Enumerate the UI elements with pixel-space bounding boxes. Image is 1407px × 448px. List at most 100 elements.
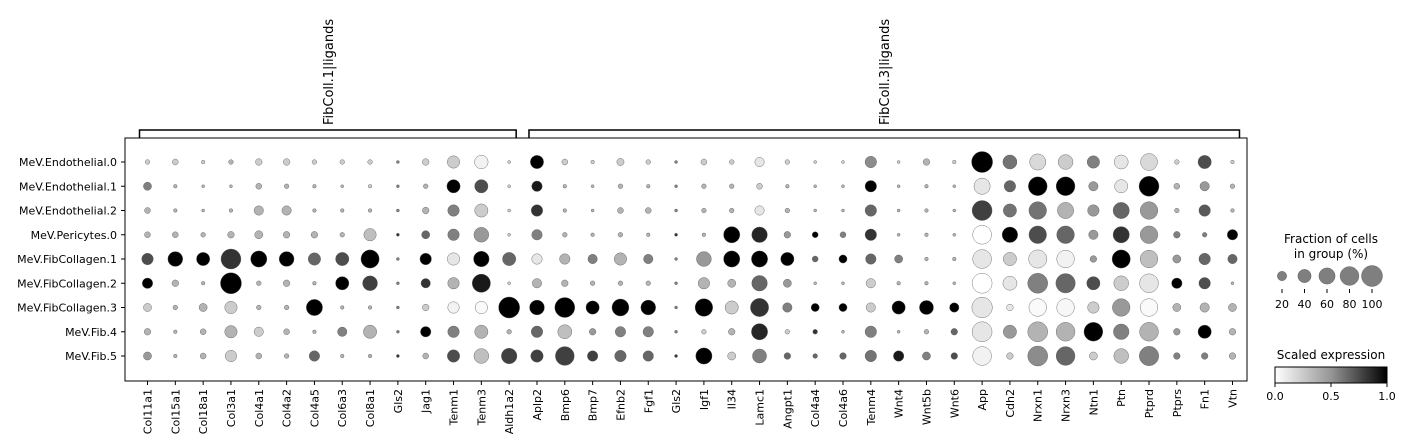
dot-MeV.Pericytes.0-Cdh2 [1001, 226, 1018, 243]
dot-MeV.Endothelial.0-Aldh1a2 [507, 160, 511, 164]
dot-MeV.Endothelial.1-Tenm3 [474, 179, 489, 194]
dot-MeV.FibCollagen.2-Vtn [1230, 281, 1235, 285]
dot-MeV.Fib.4-Il34 [728, 328, 736, 336]
dot-MeV.Endothelial.2-Angpt1 [784, 207, 790, 214]
dot-MeV.Endothelial.0-Col4a1 [255, 158, 263, 166]
dot-MeV.Fib.4-Col4a6 [841, 330, 845, 334]
dot-MeV.FibCollagen.1-Ptprs [1172, 254, 1182, 264]
dot-MeV.Endothelial.1-Nrxn1 [1028, 176, 1048, 196]
dot-MeV.Pericytes.0-Wnt5b [924, 232, 929, 237]
row-label: MeV.Pericytes.0 [31, 229, 117, 242]
dot-MeV.Endothelial.0-Angpt1 [784, 159, 790, 165]
dot-MeV.Endothelial.2-Col4a5 [312, 208, 317, 213]
dot-MeV.FibCollagen.3-Igf1 [694, 298, 713, 317]
row-label: MeV.Fib.5 [65, 350, 117, 363]
dot-MeV.Endothelial.1-Col15a1 [173, 184, 178, 189]
gene-labels: Col11a1 Col15a1 Col18a1 Col3a1 Col4a1 Col4a2 C… [142, 381, 1239, 434]
dot-MeV.FibCollagen.2-Col18a1 [201, 281, 206, 286]
dot-MeV.Endothelial.2-App [971, 200, 993, 221]
dot-MeV.Endothelial.1-Col4a5 [312, 184, 317, 189]
dot-MeV.Fib.5-Col18a1 [199, 352, 207, 360]
dot-MeV.FibCollagen.3-Col11a1 [143, 303, 152, 312]
dot-MeV.Fib.4-Gls2 [396, 330, 400, 334]
dot-MeV.Endothelial.1-Tenm4 [864, 180, 877, 193]
dot-MeV.FibCollagen.3-Col18a1 [198, 303, 208, 312]
dot-MeV.Endothelial.1-Col6a3 [340, 184, 344, 188]
dot-MeV.Fib.5-Tenm3 [473, 348, 489, 364]
dot-MeV.Pericytes.0-Tenm3 [473, 227, 489, 243]
dot-MeV.Pericytes.0-Col4a4 [812, 231, 819, 238]
dot-MeV.Fib.5-Bmp6 [555, 346, 575, 366]
dot-MeV.Pericytes.0-Gls2 [674, 233, 678, 237]
dot-MeV.Pericytes.0-Aldh1a2 [507, 233, 511, 237]
dot-MeV.Endothelial.0-Wnt4 [896, 160, 901, 164]
dot-MeV.FibCollagen.1-Jag1 [419, 253, 432, 265]
dot-MeV.Endothelial.2-Col8a1 [368, 208, 373, 213]
dot-MeV.Endothelial.2-Fn1 [1198, 204, 1211, 217]
dot-MeV.Endothelial.1-Col4a2 [284, 183, 290, 189]
dot-MeV.Fib.5-App [972, 346, 992, 366]
dot-MeV.Fib.5-Aldh1a2 [501, 348, 518, 364]
dot-MeV.FibCollagen.1-Nrxn3 [1056, 250, 1075, 268]
dot-MeV.Endothelial.0-Tenm3 [474, 154, 489, 170]
dot-MeV.Fib.5-Col6a3 [340, 353, 345, 359]
dot-MeV.Endothelial.1-Col3a1 [229, 184, 233, 188]
dot-MeV.Pericytes.0-Bmp7 [590, 232, 595, 237]
size-legend-dot [1277, 271, 1287, 281]
dot-MeV.Endothelial.0-Col18a1 [201, 159, 206, 165]
dot-MeV.Endothelial.0-Tenm4 [864, 156, 877, 168]
dot-MeV.FibCollagen.2-Angpt1 [783, 278, 792, 288]
dot-MeV.FibCollagen.2-Wnt6 [952, 281, 956, 285]
dot-MeV.Fib.4-Aplp2 [531, 325, 543, 338]
dot-MeV.Pericytes.0-Nrxn3 [1056, 225, 1075, 244]
dot-MeV.Endothelial.0-Nrxn1 [1029, 153, 1047, 171]
dot-MeV.Pericytes.0-Col4a5 [310, 231, 318, 239]
dot-MeV.Endothelial.2-Bmp6 [562, 208, 567, 213]
dot-MeV.FibCollagen.1-Aplp2 [531, 253, 543, 265]
gene-label: Gls2 [392, 389, 405, 413]
dot-MeV.Endothelial.1-Ntn1 [1088, 181, 1099, 192]
dot-MeV.Fib.4-App [971, 321, 993, 342]
dot-MeV.FibCollagen.3-Col8a1 [368, 305, 373, 310]
dot-MeV.FibCollagen.1-Wnt4 [894, 254, 903, 264]
dot-MeV.FibCollagen.2-Col3a1 [220, 272, 242, 294]
dot-MeV.FibCollagen.2-Col8a1 [362, 275, 378, 291]
gene-label: Col18a1 [197, 389, 210, 434]
dot-MeV.Fib.4-Wnt6 [950, 328, 958, 336]
dot-MeV.Endothelial.1-Bmp7 [590, 184, 595, 188]
dot-MeV.Fib.5-Col4a2 [284, 353, 290, 359]
gene-label: Tenm3 [475, 389, 488, 426]
dot-MeV.Endothelial.2-Efnb2 [617, 207, 624, 214]
dot-MeV.Endothelial.0-Tenm1 [447, 155, 460, 169]
dot-MeV.Endothelial.2-Ntn1 [1087, 204, 1100, 217]
dot-MeV.Endothelial.2-Ptn [1112, 202, 1130, 219]
dot-MeV.FibCollagen.2-Ptprs [1171, 277, 1183, 289]
dot-MeV.Endothelial.2-Col4a6 [841, 208, 845, 213]
dot-MeV.Endothelial.0-Jag1 [422, 158, 430, 166]
dot-MeV.Endothelial.0-Bmp6 [561, 158, 568, 166]
dot-MeV.Endothelial.2-Col4a1 [253, 205, 264, 216]
dot-MeV.Fib.5-Igf1 [695, 347, 713, 365]
dot-MeV.FibCollagen.3-Vtn [1228, 303, 1237, 312]
gene-label: Efnb2 [614, 389, 627, 421]
dot-MeV.Endothelial.1-App [973, 177, 991, 195]
dot-MeV.FibCollagen.1-Ntn1 [1089, 255, 1097, 263]
dot-MeV.Endothelial.2-Nrxn1 [1028, 201, 1047, 220]
dot-MeV.Endothelial.2-Aldh1a2 [507, 208, 511, 213]
dot-MeV.Fib.4-Fn1 [1197, 324, 1212, 339]
dot-MeV.Fib.5-Fn1 [1201, 352, 1209, 360]
dot-MeV.FibCollagen.1-Fgf1 [643, 254, 654, 264]
dot-MeV.Endothelial.2-Vtn [1230, 208, 1235, 213]
dot-MeV.Fib.4-Wnt4 [896, 330, 901, 334]
dot-MeV.Pericytes.0-Ptprd [1140, 225, 1159, 244]
dot-MeV.FibCollagen.1-App [972, 249, 992, 269]
size-legend-title-line2: in group (%) [1294, 247, 1368, 261]
dot-MeV.FibCollagen.2-Aldh1a2 [507, 281, 511, 285]
gene-label: Fn1 [1199, 389, 1212, 409]
dot-MeV.Fib.4-Col4a2 [283, 328, 290, 335]
dot-MeV.FibCollagen.3-Cdh2 [1006, 303, 1014, 312]
dot-MeV.Fib.4-Ptprs [1173, 328, 1181, 336]
dot-MeV.Fib.5-Il34 [727, 351, 736, 361]
dot-MeV.Fib.5-Ntn1 [1089, 351, 1098, 361]
